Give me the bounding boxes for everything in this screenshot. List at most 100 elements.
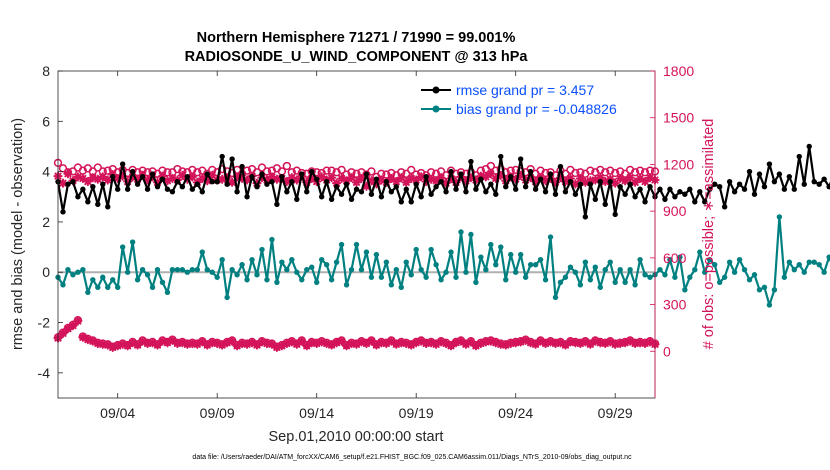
- obs_assimilated_lower-point: [212, 338, 222, 349]
- obs_assimilated_lower-point: [521, 335, 531, 345]
- obs_possible-point: [640, 168, 650, 177]
- rmse-point: [577, 181, 584, 187]
- rmse-point: [642, 199, 648, 205]
- bias-point: [582, 259, 589, 265]
- bias-point: [124, 269, 131, 275]
- obs_possible-point: [407, 165, 416, 175]
- bias-point: [458, 229, 464, 235]
- bias-point: [60, 282, 66, 288]
- data-file-footnote: data file: /Users/raeder/DAI/ATM_forcXX/…: [192, 454, 632, 461]
- obs_assimilated-point: [83, 176, 93, 187]
- obs_assimilated-point: [327, 173, 337, 183]
- rmse-point: [90, 184, 96, 190]
- obs_assimilated_lower-point: [73, 316, 83, 326]
- obs_assimilated-point: [78, 173, 88, 184]
- rmse-point: [488, 181, 494, 187]
- obs_assimilated_lower-point: [436, 337, 446, 347]
- bias-point: [294, 269, 300, 275]
- rmse-point: [682, 191, 688, 197]
- obs_assimilated_lower-point: [297, 336, 307, 346]
- rmse-point: [493, 191, 499, 197]
- bias-point: [547, 234, 554, 240]
- obs_assimilated-point: [272, 174, 282, 184]
- x-tick-label: 09/29: [598, 405, 633, 421]
- rmse-point: [726, 178, 733, 185]
- rmse-point: [736, 181, 743, 187]
- rmse-point: [115, 186, 121, 192]
- rmse-point: [254, 184, 260, 190]
- bias-point: [343, 282, 350, 288]
- obs_assimilated_lower-point: [58, 328, 68, 338]
- rmse-point: [289, 178, 295, 185]
- rmse-point: [632, 194, 638, 200]
- obs_assimilated-point: [113, 173, 123, 184]
- obs_assimilated-point: [133, 174, 143, 184]
- obs_possible-point: [282, 161, 292, 171]
- rmse-point: [164, 186, 171, 192]
- rmse-point: [219, 153, 225, 160]
- rmse-point: [119, 161, 126, 167]
- bias-point: [408, 272, 414, 278]
- obs_possible-point: [586, 166, 595, 175]
- rmse-point: [617, 184, 623, 190]
- bias-point: [383, 259, 390, 265]
- rmse-point: [169, 189, 176, 195]
- obs_assimilated-point: [451, 177, 461, 187]
- bias-point: [697, 249, 703, 255]
- bias-point: [622, 279, 628, 285]
- x-axis-label: Sep.01,2010 00:00:00 start: [269, 429, 444, 445]
- obs_assimilated-point: [177, 170, 187, 180]
- x-tick-label: 09/04: [100, 405, 135, 421]
- bias-point: [716, 279, 723, 285]
- legend-bias-marker: [432, 105, 440, 113]
- bias-point: [552, 294, 559, 301]
- obs_assimilated_lower-point: [491, 338, 501, 348]
- bias-point: [403, 259, 409, 265]
- bias-point: [756, 287, 763, 293]
- obs_assimilated-point: [441, 178, 451, 188]
- obs_assimilated_lower-point: [406, 340, 416, 350]
- bias-point: [826, 254, 830, 260]
- rmse-point: [468, 158, 474, 165]
- obs_assimilated-point: [406, 173, 416, 184]
- bias-point: [129, 239, 136, 245]
- obs_assimilated-point: [317, 172, 327, 182]
- x-tick-label: 09/09: [200, 405, 235, 421]
- bias-point: [721, 274, 728, 280]
- bias-point: [75, 269, 81, 275]
- bias-point: [264, 277, 270, 283]
- bias-point: [707, 256, 713, 263]
- rmse-point: [513, 186, 519, 192]
- obs_possible-point: [322, 166, 331, 175]
- rmse-point: [279, 173, 285, 180]
- x-tick-label: 09/19: [399, 405, 434, 421]
- obs_assimilated-point: [625, 173, 635, 183]
- rmse-point: [75, 194, 81, 200]
- obs_assimilated_lower-point: [600, 338, 610, 349]
- bias-point: [239, 261, 245, 268]
- rmse-point: [408, 199, 414, 205]
- obs_assimilated-point: [128, 172, 138, 182]
- rmse-point: [731, 189, 738, 195]
- obs_assimilated_lower-point: [461, 339, 471, 349]
- rmse-point: [687, 186, 693, 192]
- bias-point: [100, 274, 106, 280]
- obs_assimilated-point: [267, 172, 277, 182]
- bias-point: [254, 272, 260, 278]
- rmse-point: [746, 168, 753, 175]
- obs_assimilated-point: [242, 175, 252, 185]
- obs_assimilated_lower-point: [257, 337, 267, 347]
- bias-point: [363, 249, 370, 255]
- bias-point: [209, 269, 215, 275]
- obs_assimilated-point: [570, 179, 580, 189]
- obs_assimilated_lower-point: [317, 337, 327, 347]
- obs_assimilated-point: [346, 173, 357, 183]
- y-tick-label-right: 0: [663, 343, 671, 359]
- rmse-point: [159, 176, 166, 182]
- obs_assimilated-point: [476, 171, 486, 181]
- bias-point: [338, 241, 345, 248]
- bias-point: [204, 267, 210, 273]
- rmse-point: [716, 184, 723, 190]
- obs_assimilated-point: [555, 173, 566, 183]
- obs_assimilated_lower-point: [371, 340, 381, 350]
